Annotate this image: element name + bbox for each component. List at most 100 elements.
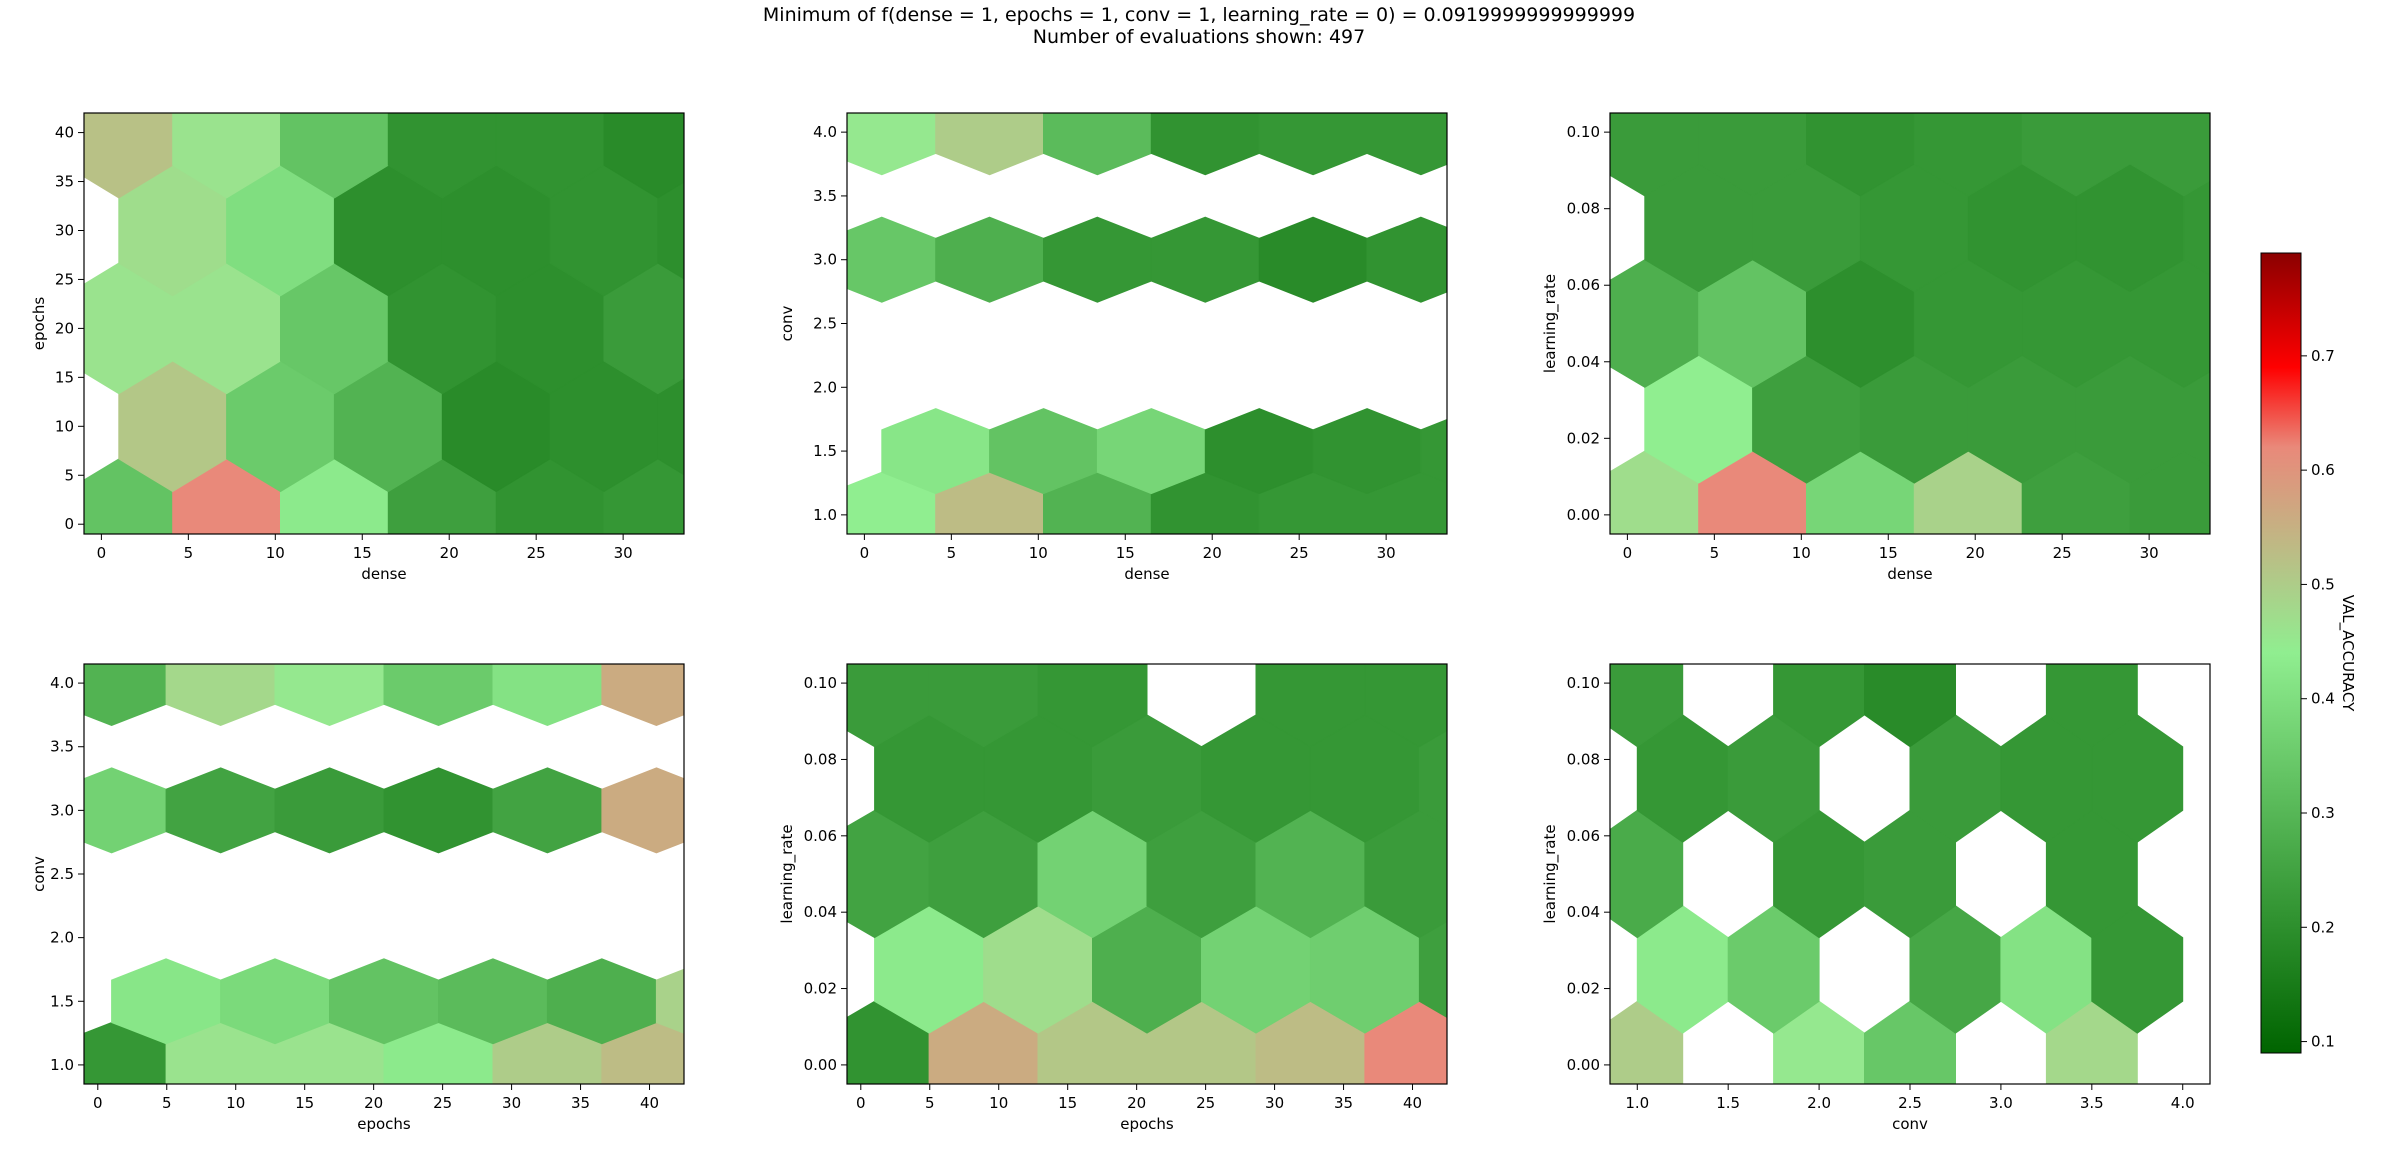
x-tick-label: 15 — [353, 544, 372, 562]
hex-cell — [165, 767, 276, 854]
x-tick-label: 2.0 — [1807, 1094, 1831, 1112]
heatmap-panels: 0 5 10 15 20 25 30 0 5 10 15 20 25 30 35 40 dense epochs 0… — [30, 112, 2211, 1133]
hex-cell — [387, 113, 497, 199]
x-tick-label: 4.0 — [2171, 1094, 2195, 1112]
y-axis-label: conv — [778, 305, 796, 341]
x-tick-label: 15 — [295, 1094, 314, 1112]
colorbar-tick-label: 0.3 — [2311, 804, 2335, 822]
hex-cell — [1806, 113, 1915, 197]
colorbar-label: VAL_ACCURACY — [2338, 595, 2357, 712]
x-tick-label: 25 — [527, 544, 546, 562]
y-tick-label: 1.5 — [813, 442, 837, 460]
x-tick-label: 1.5 — [1716, 1094, 1740, 1112]
x-tick-label: 5 — [162, 1094, 172, 1112]
y-tick-label: 2.0 — [50, 929, 74, 947]
hex-cell — [84, 664, 167, 727]
figure-title-line1: Minimum of f(dense = 1, epochs = 1, conv… — [762, 4, 1636, 26]
x-tick-label: 30 — [614, 544, 633, 562]
y-tick-label: 25 — [55, 270, 74, 288]
hex-cell — [928, 664, 1039, 748]
x-tick-label: 15 — [1116, 544, 1135, 562]
hex-cell — [2021, 113, 2131, 197]
heatmap-panel-3: 0 5 10 15 20 25 30 0.00 0.02 0.04 0.06 0.08 0.10 dens… — [1541, 112, 2211, 583]
x-tick-label: 10 — [1792, 544, 1811, 562]
y-tick-label: 2.0 — [813, 378, 837, 396]
x-tick-label: 35 — [571, 1094, 590, 1112]
y-tick-label: 0.00 — [804, 1056, 837, 1074]
hex-cell — [1043, 216, 1152, 303]
hex-cells — [84, 664, 684, 1084]
y-tick-label: 15 — [55, 368, 74, 386]
x-axis-label: dense — [1887, 565, 1932, 583]
y-axis-label: learning_rate — [1541, 274, 1560, 373]
y-tick-label: 4.0 — [50, 674, 74, 692]
colorbar-tick-label: 0.2 — [2311, 918, 2335, 936]
heatmap-panel-6: 1.0 1.5 2.0 2.5 3.0 3.5 4.0 0.00 0.02 0.04 0.06 0.0… — [1541, 663, 2211, 1133]
hex-cell — [847, 113, 937, 176]
y-tick-label: 0.10 — [1567, 674, 1600, 692]
heatmap-panel-1: 0 5 10 15 20 25 30 0 5 10 15 20 25 30 35 40 dense epochs — [30, 112, 685, 583]
x-tick-label: 5 — [1710, 544, 1720, 562]
colorbar-tick-label: 0.4 — [2311, 690, 2335, 708]
x-axis-label: epochs — [357, 1115, 411, 1133]
y-tick-label: 0.00 — [1567, 506, 1600, 524]
y-tick-label: 4.0 — [813, 123, 837, 141]
y-tick-label: 3.5 — [50, 738, 74, 756]
x-axis-label: dense — [1124, 565, 1169, 583]
y-axis-label: epochs — [30, 297, 48, 351]
hex-cell — [84, 113, 174, 199]
y-tick-label: 0.08 — [1567, 750, 1600, 768]
hex-cell — [601, 767, 684, 854]
y-tick-label: 0.04 — [1567, 353, 1600, 371]
heatmap-panel-2: 0 5 10 15 20 25 30 1.0 1.5 2.0 2.5 3.0 3.5 4.0 dense co… — [778, 112, 1448, 583]
y-tick-label: 0.10 — [1567, 123, 1600, 141]
x-tick-label: 10 — [226, 1094, 245, 1112]
y-tick-label: 2.5 — [50, 865, 74, 883]
colorbar-tick-label: 0.5 — [2311, 575, 2335, 593]
y-tick-label: 0.00 — [1567, 1056, 1600, 1074]
x-tick-label: 20 — [440, 544, 459, 562]
x-tick-label: 20 — [1203, 544, 1222, 562]
plot-frame — [846, 663, 1448, 1085]
y-tick-label: 0.02 — [1567, 429, 1600, 447]
hex-cell — [1043, 113, 1152, 176]
x-axis-label: conv — [1892, 1115, 1928, 1133]
y-axis-label: learning_rate — [1541, 824, 1560, 923]
x-tick-label: 35 — [1334, 1094, 1353, 1112]
y-tick-label: 0.02 — [1567, 980, 1600, 998]
x-tick-label: 0 — [860, 544, 870, 562]
x-tick-label: 40 — [640, 1094, 659, 1112]
x-tick-label: 40 — [1403, 1094, 1422, 1112]
colorbar-ticks: 0.1 0.2 0.3 0.4 0.5 0.6 0.7 — [2301, 347, 2335, 1051]
hex-cell — [1420, 418, 1447, 484]
hex-cell — [383, 664, 494, 727]
x-tick-label: 25 — [1290, 544, 1309, 562]
hex-cell — [1610, 113, 1700, 197]
x-tick-label: 30 — [1265, 1094, 1284, 1112]
hex-cells — [1610, 113, 2210, 534]
y-tick-label: 5 — [64, 466, 74, 484]
hex-cells — [1610, 664, 2184, 1084]
x-tick-label: 10 — [989, 1094, 1008, 1112]
x-axis-label: dense — [361, 565, 406, 583]
hex-cell — [1150, 216, 1260, 303]
y-tick-label: 3.0 — [813, 251, 837, 269]
x-tick-label: 5 — [184, 544, 194, 562]
hex-cells — [847, 664, 1447, 1084]
x-tick-label: 30 — [1377, 544, 1396, 562]
y-tick-label: 0.06 — [1567, 827, 1600, 845]
y-tick-label: 35 — [55, 173, 74, 191]
y-tick-label: 20 — [55, 319, 74, 337]
y-tick-label: 3.5 — [813, 187, 837, 205]
x-tick-label: 10 — [266, 544, 285, 562]
x-tick-label: 0 — [93, 1094, 103, 1112]
y-tick-label: 0.10 — [804, 674, 837, 692]
figure-title: Minimum of f(dense = 1, epochs = 1, conv… — [0, 4, 2398, 48]
hex-cell — [1773, 664, 1865, 748]
y-tick-label: 1.0 — [813, 506, 837, 524]
x-tick-label: 25 — [433, 1094, 452, 1112]
y-tick-label: 30 — [55, 221, 74, 239]
y-tick-label: 0.06 — [1567, 276, 1600, 294]
hex-cell — [1610, 664, 1684, 748]
x-tick-label: 0 — [856, 1094, 866, 1112]
